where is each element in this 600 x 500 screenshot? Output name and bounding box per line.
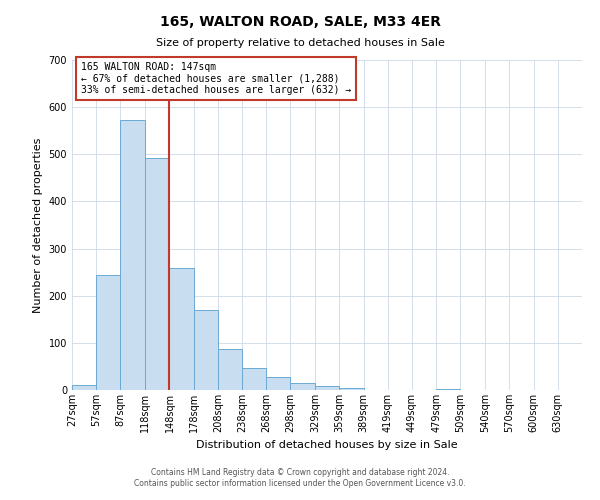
Bar	[121, 120, 145, 390]
Bar	[340, 388, 364, 390]
Text: 165 WALTON ROAD: 147sqm
← 67% of detached houses are smaller (1,288)
33% of semi: 165 WALTON ROAD: 147sqm ← 67% of detache…	[81, 62, 351, 96]
Text: 165, WALTON ROAD, SALE, M33 4ER: 165, WALTON ROAD, SALE, M33 4ER	[160, 15, 440, 29]
Bar	[145, 158, 169, 390]
X-axis label: Distribution of detached houses by size in Sale: Distribution of detached houses by size …	[196, 440, 458, 450]
Bar	[266, 378, 290, 390]
Bar	[316, 386, 340, 390]
Text: Size of property relative to detached houses in Sale: Size of property relative to detached ho…	[155, 38, 445, 48]
Y-axis label: Number of detached properties: Number of detached properties	[33, 138, 43, 312]
Bar	[96, 275, 121, 390]
Bar	[194, 310, 218, 390]
Text: Contains HM Land Registry data © Crown copyright and database right 2024.
Contai: Contains HM Land Registry data © Crown c…	[134, 468, 466, 487]
Bar	[242, 368, 266, 390]
Bar	[218, 348, 242, 390]
Bar	[72, 385, 96, 390]
Bar	[169, 268, 194, 390]
Bar	[436, 388, 460, 390]
Bar	[290, 384, 316, 390]
